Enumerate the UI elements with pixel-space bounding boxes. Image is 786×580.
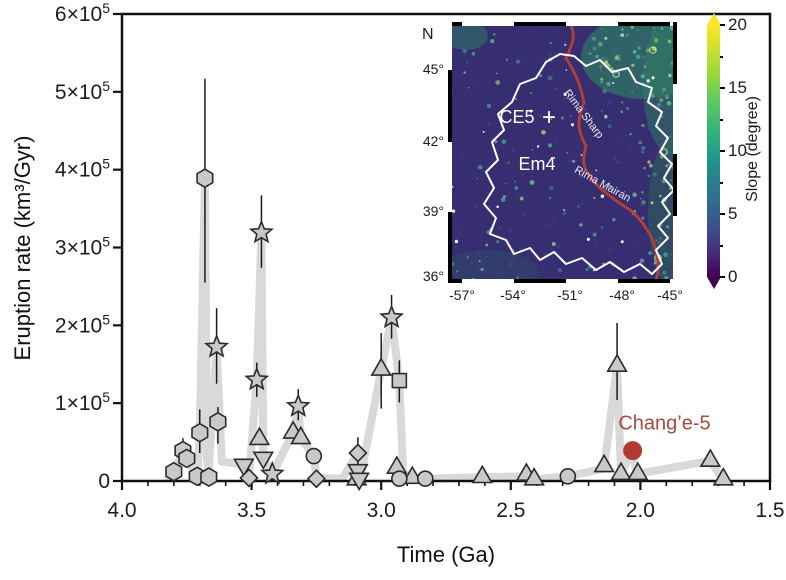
- colorbar-tick-label: 0: [728, 267, 738, 286]
- marker-hexagon: [200, 467, 218, 488]
- marker-circle: [391, 470, 408, 487]
- lat-tick-label: 39°: [422, 203, 444, 219]
- colorbar-arrow-up-icon: [706, 13, 721, 25]
- marker-diamond: [306, 469, 327, 489]
- marker-star: [259, 460, 285, 485]
- x-tick-label: 3.5: [237, 499, 266, 522]
- series-star: [204, 219, 405, 485]
- marker-star: [379, 304, 405, 329]
- marker-triangle-up: [248, 426, 271, 446]
- marker-circle: [416, 470, 434, 487]
- lon-tick-label: -48°: [609, 287, 635, 303]
- series-diamond: [239, 443, 368, 489]
- marker-circle: [623, 441, 643, 461]
- marker-triangle-up: [606, 353, 628, 373]
- marker-triangle-down: [348, 472, 370, 492]
- marker-diamond: [239, 468, 259, 488]
- series-circle: [305, 447, 577, 487]
- colorbar-minor-tick: [720, 56, 723, 58]
- x-tick-label: 2.5: [496, 499, 525, 522]
- colorbar-minor-tick: [720, 119, 723, 121]
- colorbar: 20 15 10 5 0 Slope (degree): [703, 12, 786, 312]
- marker-hexagon: [196, 168, 214, 189]
- marker-circle: [559, 468, 577, 485]
- colorbar-tick: [720, 276, 725, 278]
- marker-triangle-up: [699, 448, 722, 468]
- y-tick-label: 3×105: [55, 234, 110, 260]
- y-tick-label: 6×105: [55, 0, 110, 26]
- ce5-cross-marker: +: [542, 104, 556, 131]
- colorbar-minor-tick: [720, 182, 723, 184]
- marker-diamond: [348, 443, 368, 463]
- y-tick-label: 1×105: [55, 389, 110, 415]
- lon-tick-label: -51°: [557, 287, 583, 303]
- marker-triangle-up: [523, 466, 545, 486]
- marker-triangle-up: [370, 357, 392, 376]
- inset-map: CE5 + Em4 Rima Sharp Rima Mairan: [448, 22, 677, 283]
- map-frame: [448, 22, 677, 283]
- lat-tick-label: 45°: [422, 61, 444, 77]
- marker-triangle-up: [471, 464, 493, 484]
- series-triangle-down: [233, 451, 370, 492]
- marker-triangle-down: [233, 458, 255, 478]
- marker-square: [391, 372, 408, 389]
- north-indicator: N: [422, 26, 434, 43]
- x-tick-label: 1.5: [755, 499, 784, 522]
- marker-circle: [305, 447, 323, 465]
- em4-boundary: [483, 53, 675, 275]
- y-tick-label: 4×105: [55, 156, 110, 182]
- change5-annotation: Chang’e-5: [618, 413, 710, 435]
- marker-star: [248, 219, 274, 244]
- lat-tick-label: 36°: [422, 268, 444, 284]
- colorbar-tick: [720, 213, 725, 215]
- x-axis-title: Time (Ga): [397, 542, 495, 567]
- y-tick-label: 5×105: [55, 78, 110, 104]
- marker-triangle-up: [712, 466, 735, 486]
- colorbar-gradient: [707, 25, 720, 277]
- y-tick-label: 0: [98, 470, 110, 493]
- colorbar-label: Slope (degree): [744, 96, 761, 202]
- site-label-ce5: CE5: [499, 107, 534, 127]
- x-tick-label: 3.0: [367, 499, 396, 522]
- x-axis: 4.0 3.5 3.0 2.5 2.0 1.5 Time (Ga): [107, 481, 785, 567]
- y-tick-label: 2×105: [55, 311, 110, 337]
- marker-hexagon: [165, 461, 183, 482]
- colorbar-tick: [720, 87, 725, 89]
- series-square: [391, 372, 408, 389]
- marker-triangle-up: [610, 461, 632, 481]
- marker-star: [204, 333, 230, 358]
- y-axis: 0 1×105 2×105 3×105 4×105 5×105 6×105 Eruption …: [10, 0, 122, 493]
- colorbar-tick-label: 20: [728, 15, 747, 34]
- lon-tick-label: -54°: [500, 287, 526, 303]
- colorbar-tick: [720, 24, 725, 26]
- lat-tick-label: 42°: [422, 133, 444, 149]
- series-hexagon: [165, 168, 227, 488]
- marker-hexagon: [209, 411, 227, 432]
- unit-label-em4: Em4: [518, 154, 555, 174]
- marker-triangle-up: [290, 425, 312, 445]
- marker-triangle-up: [593, 453, 615, 473]
- marker-star: [285, 393, 311, 417]
- colorbar-tick: [720, 150, 725, 152]
- marker-hexagon: [191, 422, 209, 443]
- lon-tick-label: -45°: [657, 287, 683, 303]
- series-change5: [623, 441, 643, 461]
- x-tick-label: 4.0: [107, 499, 136, 522]
- marker-triangle-down: [252, 451, 274, 470]
- colorbar-tick-label: 15: [728, 78, 747, 97]
- colorbar-minor-tick: [720, 245, 723, 247]
- lon-tick-label: -57°: [449, 287, 475, 303]
- marker-triangle-up: [627, 461, 649, 481]
- y-axis-title: Eruption rate (km³/Gyr): [10, 136, 35, 361]
- marker-star: [244, 366, 270, 391]
- inset-map-raster: [448, 22, 677, 283]
- colorbar-tick-label: 10: [728, 141, 747, 160]
- colorbar-arrow-down-icon: [706, 277, 721, 289]
- marker-hexagon: [178, 448, 196, 469]
- x-tick-label: 2.0: [626, 499, 655, 522]
- rille-lines: [564, 22, 660, 281]
- colorbar-tick-label: 5: [728, 204, 738, 223]
